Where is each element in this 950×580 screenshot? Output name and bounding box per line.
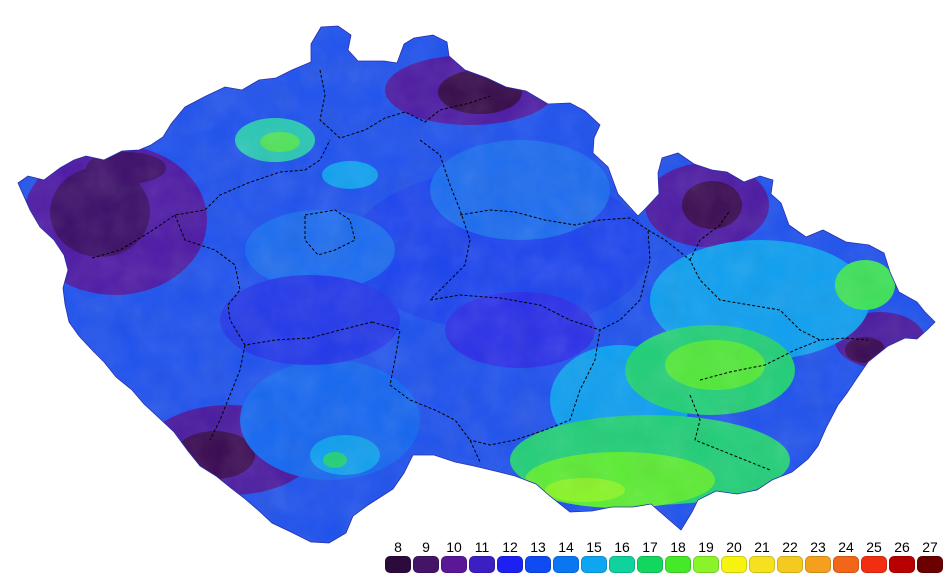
- legend-item: 14: [552, 538, 580, 578]
- legend-swatch: [441, 556, 467, 573]
- legend-item: 9: [412, 538, 440, 578]
- legend-item: 15: [580, 538, 608, 578]
- legend-item: 23: [804, 538, 832, 578]
- legend-swatch: [385, 556, 411, 573]
- legend-item: 24: [832, 538, 860, 578]
- legend-label: 26: [894, 539, 910, 555]
- legend-swatch: [721, 556, 747, 573]
- legend-swatch: [553, 556, 579, 573]
- legend-swatch: [693, 556, 719, 573]
- legend-item: 20: [720, 538, 748, 578]
- legend-item: 8: [384, 538, 412, 578]
- legend-swatch: [665, 556, 691, 573]
- legend-item: 16: [608, 538, 636, 578]
- legend-swatch: [833, 556, 859, 573]
- legend-swatch: [469, 556, 495, 573]
- legend-item: 27: [916, 538, 944, 578]
- legend-item: 17: [636, 538, 664, 578]
- legend-label: 24: [838, 539, 854, 555]
- border-zlin: [699, 339, 821, 381]
- legend-label: 27: [922, 539, 938, 555]
- legend-label: 14: [558, 539, 574, 555]
- legend-label: 21: [754, 539, 770, 555]
- legend-swatch: [805, 556, 831, 573]
- legend-item: 21: [748, 538, 776, 578]
- legend-swatch: [637, 556, 663, 573]
- legend-swatch: [525, 556, 551, 573]
- border-karlovy-vary: [91, 139, 331, 259]
- legend-swatch: [749, 556, 775, 573]
- border-north-bohemia: [319, 69, 491, 139]
- legend-label: 25: [866, 539, 882, 555]
- legend-swatch: [861, 556, 887, 573]
- legend-item: 25: [860, 538, 888, 578]
- border-pardubice: [459, 209, 651, 331]
- legend-label: 9: [422, 539, 430, 555]
- border-central-west: [304, 209, 356, 256]
- legend-item: 10: [440, 538, 468, 578]
- legend-label: 13: [530, 539, 546, 555]
- border-south-bohemia: [371, 321, 481, 463]
- border-central-east: [419, 139, 471, 301]
- legend-label: 17: [642, 539, 658, 555]
- border-plzen-north: [174, 214, 373, 346]
- legend-label: 10: [446, 539, 462, 555]
- legend-swatch: [581, 556, 607, 573]
- legend-label: 20: [726, 539, 742, 555]
- border-south-moravia: [689, 394, 771, 471]
- legend-label: 8: [394, 539, 402, 555]
- legend-label: 12: [502, 539, 518, 555]
- legend-swatch: [609, 556, 635, 573]
- legend-item: 13: [524, 538, 552, 578]
- legend-swatch: [497, 556, 523, 573]
- border-vysocina: [429, 294, 601, 446]
- legend-label: 22: [782, 539, 798, 555]
- legend-label: 18: [670, 539, 686, 555]
- legend-label: 19: [698, 539, 714, 555]
- legend-item: 12: [496, 538, 524, 578]
- legend-item: 26: [888, 538, 916, 578]
- legend-label: 16: [614, 539, 630, 555]
- legend-item: 11: [468, 538, 496, 578]
- legend-swatch: [889, 556, 915, 573]
- legend-label: 11: [474, 539, 490, 555]
- border-olomouc-east: [689, 209, 731, 261]
- temperature-legend: 8 9 10 11 12 13 14 15 16 17 18 19 20 21 22 23 24 25 26 27: [384, 538, 944, 578]
- legend-swatch: [413, 556, 439, 573]
- legend-label: 15: [586, 539, 602, 555]
- legend-swatch: [777, 556, 803, 573]
- region-borders: [91, 69, 869, 471]
- legend-item: 19: [692, 538, 720, 578]
- border-sw-plzen: [209, 344, 246, 441]
- legend-item: 22: [776, 538, 804, 578]
- legend-label: 23: [810, 539, 826, 555]
- border-olomouc: [647, 229, 869, 341]
- legend-item: 18: [664, 538, 692, 578]
- legend-swatch: [917, 556, 943, 573]
